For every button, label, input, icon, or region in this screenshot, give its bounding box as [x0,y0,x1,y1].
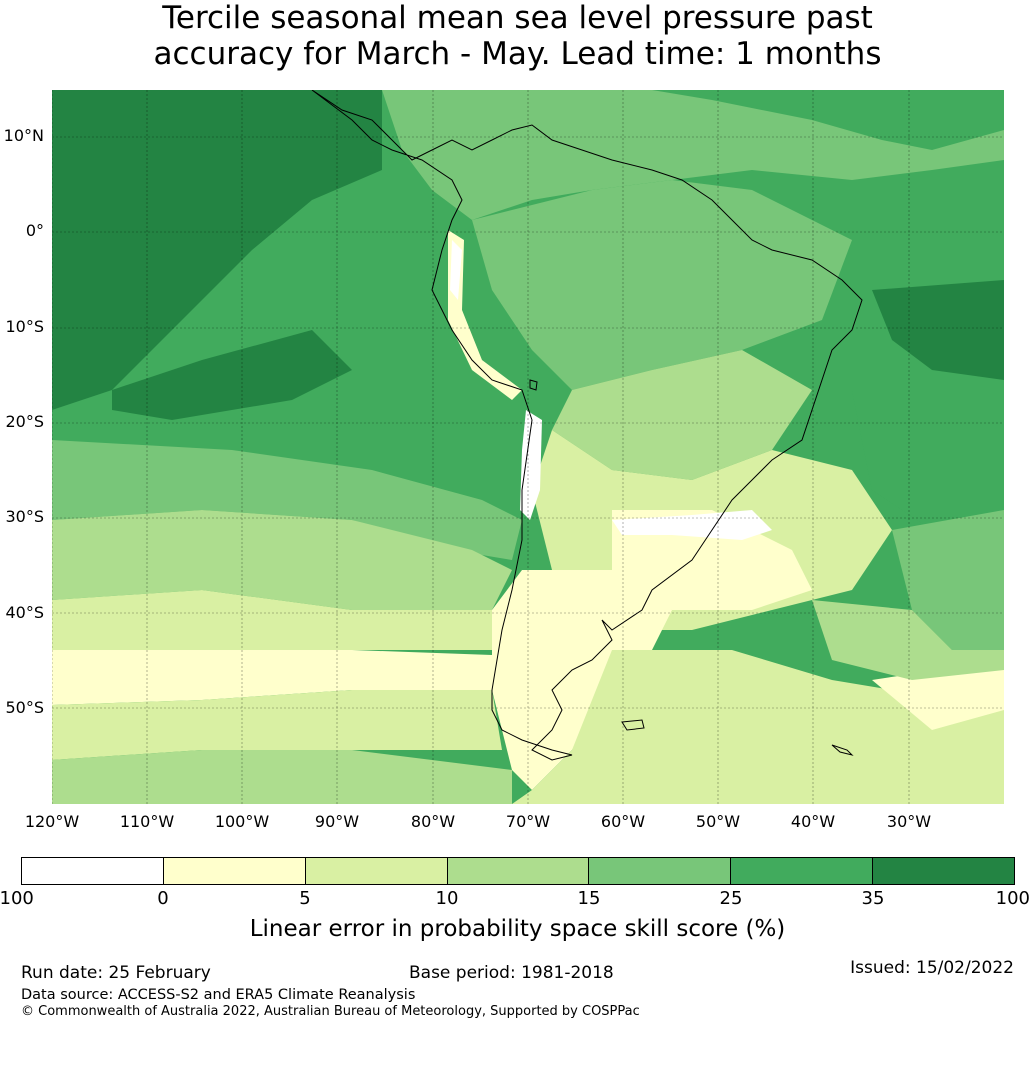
coastline-titicaca [529,379,538,391]
title-line-2: accuracy for March - May. Lead time: 1 m… [153,36,882,72]
issued-date: Issued: 15/02/2022 [850,958,1014,978]
lat-label-10n: 10°N [3,126,44,145]
colorbar-tick: 10 [435,888,459,909]
title-line-1: Tercile seasonal mean sea level pressure… [162,0,873,36]
lon-label-70w: 70°W [505,812,551,831]
colorbar-segment [588,858,731,884]
colorbar-tick: 5 [299,888,311,909]
colorbar-tick: 0 [157,888,169,909]
skill-score-map [52,90,1004,804]
colorbar-segment [304,858,447,884]
colorbar-tick: 35 [861,888,885,909]
colorbar-segment [162,858,305,884]
lon-label-60w: 60°W [600,812,646,831]
coastline-south-georgia [831,744,854,756]
colorbar-segment [730,858,873,884]
lon-label-110w: 110°W [119,812,175,831]
copyright: © Commonwealth of Australia 2022, Austra… [21,1004,640,1019]
lon-label-120w: 120°W [24,812,80,831]
lon-label-50w: 50°W [695,812,741,831]
lat-label-20s: 20°S [5,412,44,431]
colorbar [21,857,1015,885]
colorbar-segment [446,858,589,884]
coastline [311,90,863,761]
lon-label-90w: 90°W [314,812,360,831]
coastline-falklands [621,719,645,731]
colorbar-tick: 100 [995,888,1030,909]
lon-label-30w: 30°W [886,812,932,831]
lat-label-30s: 30°S [5,507,44,526]
map-title: Tercile seasonal mean sea level pressure… [0,0,1035,72]
lat-label-10s: 10°S [5,317,44,336]
lat-label-40s: 40°S [5,603,44,622]
lat-label-0: 0° [25,221,44,240]
colorbar-tick: 25 [719,888,743,909]
colorbar-tick: 15 [577,888,601,909]
colorbar-segment [872,858,1015,884]
graticule [52,90,1004,804]
colorbar-segment [22,858,163,884]
skill-region-pacific-high [52,90,382,410]
lon-label-80w: 80°W [410,812,456,831]
lon-label-40w: 40°W [790,812,836,831]
lon-label-100w: 100°W [214,812,270,831]
colorbar-tick: -100 [0,888,34,909]
data-source: Data source: ACCESS-S2 and ERA5 Climate … [21,987,416,1003]
base-period: Base period: 1981-2018 [409,963,614,983]
lat-label-50s: 50°S [5,698,44,717]
colorbar-label: Linear error in probability space skill … [249,916,786,942]
run-date: Run date: 25 February [21,963,211,983]
